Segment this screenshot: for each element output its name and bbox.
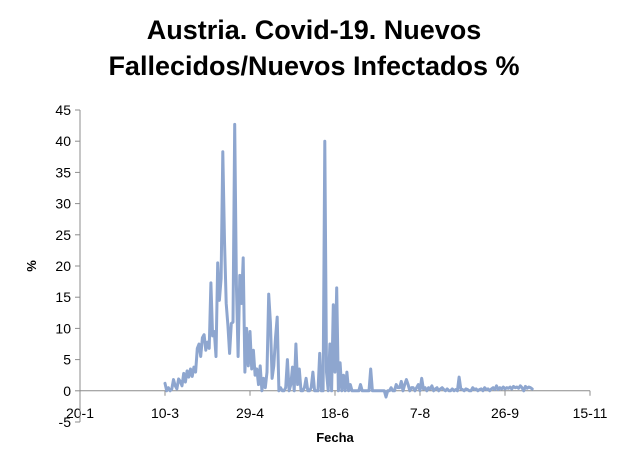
y-tick-label: 25 [55,227,71,243]
x-axis-title: Fecha [316,430,354,445]
y-axis-title: % [24,260,39,272]
x-tick-label: 10-3 [151,405,179,421]
x-tick-label: 15-11 [573,405,608,421]
y-tick-label: 10 [55,320,71,336]
chart-title-line-2: Fallecidos/Nuevos Infectados % [108,51,520,81]
y-tick-label: 5 [63,352,71,368]
x-tick-label: 7-8 [410,405,430,421]
series-line [163,122,534,399]
x-tick-label: 18-6 [321,405,349,421]
chart-title-line-1: Austria. Covid-19. Nuevos [146,15,482,45]
chart-title: Austria. Covid-19. Nuevos Fallecidos/Nue… [0,12,628,84]
y-tick-label: 35 [55,164,71,180]
series-group [163,122,534,399]
y-tick-label: 0 [63,383,71,399]
y-tick-label: -5 [59,414,72,430]
x-tick-label: 29-4 [236,405,264,421]
y-tick-label: 30 [55,196,71,212]
x-tick-label: 26-9 [491,405,519,421]
y-tick-label: 45 [55,102,71,118]
y-tick-label: 40 [55,133,71,149]
x-axis-ticks: 20-1 10-3 29-4 18-6 7-8 26-9 15-11 [66,390,608,421]
y-axis-ticks: -5 0 5 10 15 20 25 30 35 40 45 [55,102,80,430]
y-tick-label: 15 [55,289,71,305]
y-tick-label: 20 [55,258,71,274]
